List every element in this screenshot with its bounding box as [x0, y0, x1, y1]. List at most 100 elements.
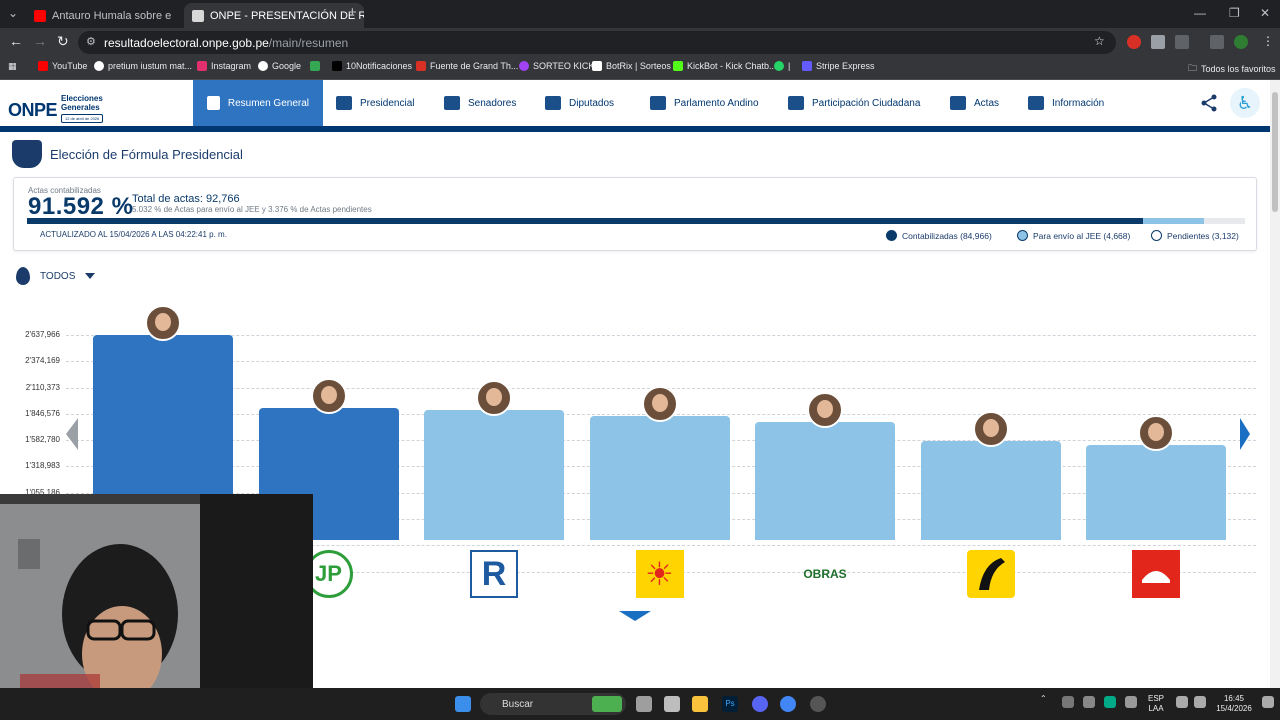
party-logo[interactable]	[1132, 550, 1180, 598]
extension-gray-icon[interactable]	[1151, 35, 1165, 49]
network-icon[interactable]	[1176, 696, 1188, 708]
task-view-icon[interactable]	[636, 696, 652, 712]
site-header: ONPE Elecciones Generales 12 de abril de …	[0, 80, 1270, 126]
address-bar[interactable]: ⚙ resultadoelectoral.onpe.gob.pe/main/re…	[78, 31, 1116, 54]
site-info-icon[interactable]: ⚙	[86, 36, 96, 48]
tab-search-icon[interactable]: ⌄	[8, 6, 19, 20]
extensions-puzzle-icon[interactable]	[1175, 35, 1189, 49]
candidate-bar[interactable]	[755, 421, 895, 540]
reload-icon[interactable]: ↻	[57, 33, 69, 49]
bookmark-kickbot[interactable]: KickBot - Kick Chatb...	[673, 61, 777, 71]
scroll-thumb[interactable]	[1272, 92, 1278, 212]
close-icon[interactable]: ✕	[177, 9, 178, 23]
candidate-photo[interactable]	[972, 411, 1009, 448]
candidate-bar[interactable]	[1086, 445, 1226, 540]
browser-toolbar: ← → ↻ ⚙ resultadoelectoral.onpe.gob.pe/m…	[0, 28, 1280, 56]
tray-app-icon[interactable]	[1062, 696, 1074, 708]
bookmark-youtube[interactable]: YouTube	[38, 61, 87, 71]
party-logo[interactable]	[966, 550, 1015, 598]
nav-presidencial[interactable]: Presidencial	[336, 80, 414, 126]
nav-label: Presidencial	[360, 97, 415, 109]
input-language[interactable]: ESP LAA	[1148, 694, 1165, 713]
tab-antauro[interactable]: Antauro Humala sobre e ✕	[26, 3, 178, 28]
tray-chevron-icon[interactable]: ⌃	[1040, 694, 1047, 703]
reading-list-icon[interactable]	[1210, 35, 1224, 49]
accessibility-icon[interactable]: ♿	[1230, 88, 1260, 118]
chart-expand-arrow-icon[interactable]	[619, 611, 651, 621]
nav-participacion[interactable]: Participación Ciudadana	[788, 80, 920, 126]
tray-cloud-icon[interactable]	[1083, 696, 1095, 708]
candidate-photo[interactable]	[641, 385, 678, 422]
back-icon[interactable]: ←	[9, 33, 23, 49]
extension-red-icon[interactable]	[1127, 35, 1141, 49]
app-icon[interactable]	[664, 696, 680, 712]
chart-prev-arrow-icon[interactable]	[66, 418, 78, 450]
candidate-bar[interactable]	[589, 415, 730, 540]
minimize-icon[interactable]: —	[1194, 6, 1206, 20]
candidate-photo[interactable]	[1138, 415, 1174, 452]
party-logo[interactable]: OBRAS	[803, 567, 847, 581]
page-scrollbar[interactable]	[1270, 80, 1280, 688]
logo-date: 12 de abril de 2026	[61, 114, 104, 123]
microphone-icon[interactable]	[1125, 696, 1137, 708]
nav-resumen-general[interactable]: Resumen General	[193, 80, 323, 126]
nav-parlamento-andino[interactable]: Parlamento Andino	[650, 80, 759, 126]
taskbar-search[interactable]: Buscar	[480, 693, 626, 715]
restore-icon[interactable]: ❐	[1229, 6, 1240, 20]
bookmark-label: 10Notificaciones	[346, 61, 413, 71]
onpe-logo[interactable]: ONPE Elecciones Generales 12 de abril de …	[8, 88, 118, 123]
file-explorer-icon[interactable]	[692, 696, 708, 712]
party-logo[interactable]: R	[470, 550, 518, 598]
nav-diputados[interactable]: Diputados	[545, 80, 614, 126]
discord-icon[interactable]	[752, 696, 768, 712]
nav-informacion[interactable]: Información	[1028, 80, 1104, 126]
nav-label: Participación Ciudadana	[812, 97, 921, 109]
profile-avatar[interactable]	[1234, 35, 1248, 49]
photoshop-icon[interactable]: Ps	[722, 696, 738, 712]
chart-next-arrow-icon[interactable]	[1240, 418, 1250, 450]
window-close-icon[interactable]: ✕	[1260, 6, 1271, 20]
obs-icon[interactable]	[810, 696, 826, 712]
legend-label: Para envío al JEE (4,668)	[1033, 230, 1131, 241]
candidate-bar[interactable]	[424, 409, 564, 540]
menu-kebab-icon[interactable]: ⋮	[1262, 34, 1274, 48]
forward-icon[interactable]: →	[33, 33, 47, 49]
bookmark-sorteo-kick[interactable]: SORTEO KICK	[519, 61, 594, 71]
party-logo[interactable]: ☀	[635, 550, 684, 598]
candidate-photo[interactable]	[145, 305, 181, 341]
tab-onpe[interactable]: ONPE - PRESENTACIÓN DE RES ✕	[184, 3, 364, 28]
notifications-icon[interactable]	[1262, 696, 1274, 708]
all-bookmarks-folder[interactable]: 🗀 Todos los favoritos	[1188, 61, 1276, 77]
candidate-photo[interactable]	[310, 377, 347, 414]
chrome-icon[interactable]	[780, 696, 796, 712]
share-icon[interactable]	[1200, 94, 1218, 112]
apps-grid-icon[interactable]: ▦	[8, 61, 17, 71]
bookmark-grand-theft[interactable]: Fuente de Grand Th...	[416, 61, 518, 71]
actas-breakdown: 5.032 % de Actas para envío al JEE y 3.3…	[132, 205, 372, 214]
logo-subtitle: Elecciones Generales	[61, 94, 103, 112]
bookmark-notificaciones[interactable]: 10Notificaciones	[332, 61, 412, 71]
bookmark-pretium[interactable]: pretium iustum mat...	[94, 61, 192, 71]
nav-senadores[interactable]: Senadores	[444, 80, 516, 126]
nav-actas[interactable]: Actas	[950, 80, 999, 126]
tab-title: ONPE - PRESENTACIÓN DE RES	[210, 9, 364, 22]
bookmark-instagram[interactable]: Instagram	[197, 61, 251, 71]
bookmark-botrix[interactable]: BotRix | Sorteos	[592, 61, 671, 71]
new-tab-icon[interactable]: +	[348, 4, 357, 21]
region-filter[interactable]: TODOS	[16, 267, 96, 285]
windows-start-icon[interactable]	[455, 696, 471, 712]
bookmark-star-icon[interactable]: ☆	[1094, 34, 1105, 48]
bookmark-google[interactable]: Google	[258, 61, 301, 71]
candidate-photo[interactable]	[807, 391, 843, 428]
bookmark-label: KickBot - Kick Chatb...	[687, 61, 777, 71]
bookmark-whatsapp[interactable]: |	[774, 61, 790, 71]
bookmark-favicon-icon	[416, 61, 426, 71]
bookmark-multicolor[interactable]	[310, 61, 320, 71]
volume-icon[interactable]	[1194, 696, 1206, 708]
candidate-bar[interactable]	[920, 441, 1061, 540]
bookmark-stripe[interactable]: Stripe Express	[802, 61, 875, 71]
actas-label: Actas contabilizadas	[28, 186, 101, 195]
tray-app-icon[interactable]	[1104, 696, 1116, 708]
candidate-photo[interactable]	[476, 379, 512, 416]
clock[interactable]: 16:45 15/4/2026	[1216, 694, 1252, 713]
